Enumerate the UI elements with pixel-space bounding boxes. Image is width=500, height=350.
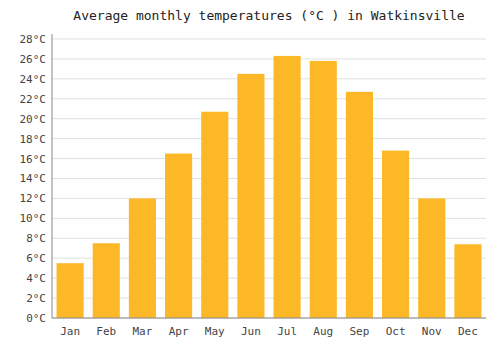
x-tick-label: Apr [169, 325, 189, 338]
y-tick-label: 26°C [20, 53, 47, 66]
y-tick-label: 24°C [20, 73, 47, 86]
y-tick-label: 18°C [20, 133, 47, 146]
grid-line [52, 38, 486, 39]
x-tick-label: Jan [60, 325, 80, 338]
x-tick-label: Dec [458, 325, 478, 338]
x-tick-label: Aug [313, 325, 333, 338]
chart: Average monthly temperatures (°C ) in Wa… [0, 0, 500, 350]
grid-line [52, 318, 486, 319]
bar [454, 244, 481, 318]
y-tick-label: 10°C [20, 212, 47, 225]
y-tick-label: 6°C [26, 252, 46, 265]
y-tick-label: 0°C [26, 312, 46, 325]
grid-line [52, 118, 486, 119]
y-tick-label: 2°C [26, 292, 46, 305]
title: Average monthly temperatures (°C ) in Wa… [73, 8, 465, 23]
bar [57, 263, 84, 318]
x-tick-label: Oct [386, 325, 406, 338]
y-tick-label: 12°C [20, 192, 47, 205]
y-tick-label: 28°C [20, 33, 47, 46]
bar [93, 243, 120, 318]
grid-line [52, 158, 486, 159]
bar [382, 151, 409, 318]
x-tick-label: Nov [422, 325, 442, 338]
grid-line [52, 138, 486, 139]
bar [274, 56, 301, 318]
x-tick-label: Sep [349, 325, 369, 338]
bar [310, 61, 337, 318]
grid-line [52, 78, 486, 79]
grid-line [52, 178, 486, 179]
bars [57, 56, 482, 318]
x-axis: Jan Feb Mar Apr May Jun Jul Aug Sep Oct Nov Dec [60, 325, 478, 338]
x-tick-label: Feb [96, 325, 116, 338]
y-tick-label: 20°C [20, 113, 47, 126]
y-tick-label: 22°C [20, 93, 47, 106]
bar [129, 198, 156, 318]
x-tick-label: May [205, 325, 225, 338]
bar [165, 154, 192, 318]
bar [201, 112, 228, 318]
y-tick-label: 14°C [20, 172, 47, 185]
y-tick-label: 8°C [26, 232, 46, 245]
chart-container: Average monthly temperatures (°C ) in Wa… [0, 0, 500, 350]
x-tick-label: Jul [277, 325, 297, 338]
y-tick-label: 16°C [20, 153, 47, 166]
bar [418, 198, 445, 318]
y-axis: 0°C 2°C 4°C 6°C 8°C 10°C 12°C 14°C 16°C 18°C 20°C 2… [20, 33, 487, 325]
y-tick-label: 4°C [26, 272, 46, 285]
bar [346, 92, 373, 318]
y-axis-line [52, 34, 53, 318]
grid-line [52, 98, 486, 99]
bar [237, 74, 264, 318]
grid-line [52, 58, 486, 59]
x-axis-line [52, 318, 486, 319]
x-tick-label: Jun [241, 325, 261, 338]
x-tick-label: Mar [132, 325, 152, 338]
